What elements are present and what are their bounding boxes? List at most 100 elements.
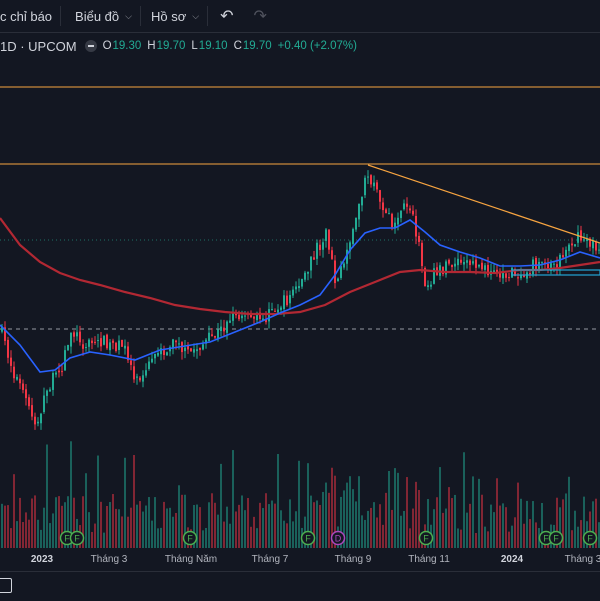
candle-body xyxy=(517,277,519,279)
volume-bar xyxy=(451,498,453,548)
candle-body xyxy=(109,342,111,351)
bottom-toolbar xyxy=(0,571,600,601)
volume-bar xyxy=(169,507,171,548)
candle-body xyxy=(358,203,360,220)
candle-body xyxy=(538,261,540,271)
volume-bar xyxy=(397,472,399,548)
volume-bar xyxy=(478,478,480,548)
candle-body xyxy=(379,190,381,202)
candle-body xyxy=(160,348,162,355)
candle-body xyxy=(580,230,582,241)
volume-bar xyxy=(598,522,600,548)
candle-body xyxy=(28,397,30,407)
candle-body xyxy=(142,375,144,382)
candle-body xyxy=(391,213,393,228)
symbol-label[interactable]: 1D · UPCOM xyxy=(0,38,77,54)
volume-bar xyxy=(394,468,396,548)
candle-body xyxy=(130,360,132,365)
volume-bar xyxy=(88,512,90,548)
redo-icon[interactable]: ↷ xyxy=(253,8,267,25)
volume-bar xyxy=(61,505,63,548)
candle-body xyxy=(232,313,234,321)
candle-body xyxy=(457,258,459,266)
volume-bar xyxy=(517,482,519,548)
volume-bar xyxy=(469,503,471,548)
candle-body xyxy=(400,210,402,218)
event-marker-f xyxy=(182,530,198,546)
candle-body xyxy=(1,326,3,332)
candle-body xyxy=(574,244,576,247)
candle-body xyxy=(313,257,315,260)
candle-body xyxy=(163,350,165,356)
volume-bar xyxy=(352,489,354,548)
toggle-visibility-icon[interactable] xyxy=(84,40,97,52)
candle-body xyxy=(472,261,474,264)
candle-body xyxy=(67,344,69,351)
undo-icon[interactable]: ↶ xyxy=(220,8,234,25)
candle-body xyxy=(376,182,378,190)
indicators-button[interactable]: c chỉ báo xyxy=(0,0,60,32)
candle-body xyxy=(157,352,159,356)
volume-bar xyxy=(427,499,429,548)
chevron-down-icon: ⌵ xyxy=(192,10,200,21)
volume-bar xyxy=(175,512,177,548)
candle-body xyxy=(460,259,462,263)
volume-bar xyxy=(193,504,195,548)
volume-bar xyxy=(520,498,522,548)
volume-bar xyxy=(220,463,222,548)
volume-bar xyxy=(334,475,336,548)
volume-bar xyxy=(514,517,516,548)
candle-body xyxy=(46,390,48,396)
candle-body xyxy=(115,342,117,351)
candle-body xyxy=(595,241,597,251)
candle-body xyxy=(226,321,228,333)
volume-bar xyxy=(355,501,357,548)
candle-body xyxy=(97,340,99,342)
candle-body xyxy=(229,320,231,323)
candle-body xyxy=(214,336,216,338)
volume-bar xyxy=(487,531,489,548)
event-marker-f xyxy=(418,530,434,546)
candle-body xyxy=(127,346,129,361)
event-marker-label: F xyxy=(74,533,80,543)
volume-bar xyxy=(196,504,198,548)
volume-bar xyxy=(166,508,168,548)
candle-body xyxy=(361,196,363,206)
candle-body xyxy=(418,235,420,242)
chart-menu-button[interactable]: Biểu đồ ⌵ xyxy=(61,0,140,32)
volume-bar xyxy=(25,512,27,548)
candle-body xyxy=(589,238,591,247)
candle-body xyxy=(76,332,78,337)
candle-body xyxy=(442,266,444,275)
volume-bar xyxy=(172,516,174,548)
candle-body xyxy=(205,339,207,344)
candle-body xyxy=(334,260,336,284)
volume-bar xyxy=(571,530,573,548)
volume-bar xyxy=(364,519,366,548)
change-value: +0.40 (+2.07%) xyxy=(277,40,357,52)
volume-bar xyxy=(64,502,66,548)
volume-bar xyxy=(256,528,258,548)
candle-body xyxy=(133,366,135,380)
volume-bar xyxy=(250,526,252,548)
volume-bar xyxy=(232,450,234,548)
volume-bar xyxy=(136,504,138,548)
volume-bar xyxy=(244,510,246,548)
candle-body xyxy=(253,316,255,319)
candle-body xyxy=(217,329,219,340)
candle-body xyxy=(598,249,600,251)
profile-menu-button[interactable]: Hồ sơ ⌵ xyxy=(141,0,207,32)
candle-body xyxy=(10,357,12,366)
volume-bar xyxy=(532,501,534,548)
volume-bar xyxy=(184,494,186,548)
calendar-icon[interactable] xyxy=(0,578,12,593)
volume-bar xyxy=(391,509,393,548)
volume-bar xyxy=(205,527,207,548)
candle-body xyxy=(271,309,273,311)
candle-body xyxy=(523,274,525,278)
support-box xyxy=(511,269,600,276)
candle-body xyxy=(187,345,189,350)
volume-bar xyxy=(409,528,411,548)
volume-bar xyxy=(499,505,501,548)
